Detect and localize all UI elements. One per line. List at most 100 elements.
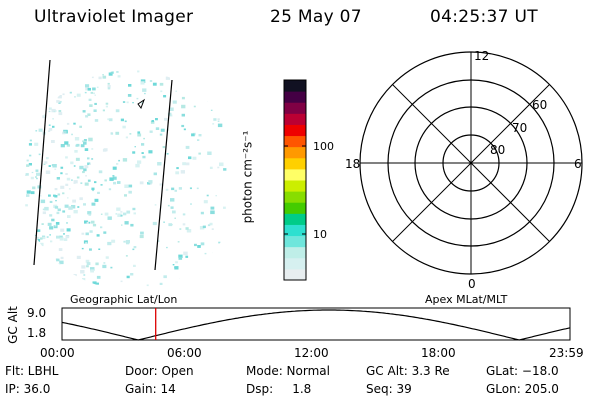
uv-speckle	[83, 168, 87, 172]
uv-speckle	[67, 215, 71, 218]
uv-speckle	[134, 146, 136, 148]
uv-speckle	[73, 165, 76, 167]
uv-speckle	[91, 187, 95, 191]
uv-speckle	[166, 246, 168, 249]
uv-speckle	[87, 179, 91, 182]
instrument-title: Ultraviolet Imager	[34, 7, 194, 27]
info-glat: GLat: −18.0	[486, 364, 559, 378]
uv-speckle	[182, 162, 186, 166]
uv-speckle	[199, 226, 205, 230]
uv-speckle	[140, 231, 144, 235]
uv-speckle	[59, 100, 62, 103]
uv-speckle	[42, 211, 46, 215]
uv-speckle	[83, 141, 87, 145]
uv-speckle	[116, 207, 121, 211]
uv-speckle	[104, 179, 107, 182]
uv-speckle	[97, 191, 100, 194]
uv-speckle	[180, 170, 185, 174]
uv-speckle	[217, 120, 220, 122]
uv-speckle	[182, 213, 186, 216]
uv-speckle	[57, 90, 60, 93]
uv-speckle	[25, 85, 29, 88]
uv-speckle	[143, 137, 145, 140]
uv-speckle	[66, 122, 70, 125]
uv-speckle	[49, 200, 53, 203]
uv-speckle	[66, 144, 70, 147]
uv-speckle	[38, 153, 41, 156]
uv-speckle	[166, 153, 169, 155]
uv-speckle	[112, 175, 115, 177]
uv-speckle	[108, 188, 112, 191]
uv-speckle	[140, 81, 145, 85]
uv-speckle	[80, 270, 85, 274]
uv-speckle	[207, 224, 211, 227]
uv-speckle	[210, 206, 215, 210]
uv-speckle	[139, 181, 144, 185]
uv-speckle	[65, 156, 68, 159]
uv-speckle	[84, 91, 87, 94]
uv-speckle	[74, 137, 80, 141]
uv-speckle	[115, 109, 120, 113]
uv-speckle	[107, 82, 110, 85]
uv-speckle	[179, 228, 182, 230]
boundary-line-right	[154, 79, 173, 271]
uv-speckle	[80, 144, 85, 148]
uv-speckle	[85, 242, 88, 244]
uv-speckle	[122, 125, 126, 129]
uv-speckle	[72, 199, 76, 203]
uv-speckle	[98, 170, 103, 174]
uv-speckle	[85, 175, 87, 177]
uv-speckle	[81, 232, 85, 235]
uv-speckle	[73, 210, 78, 214]
uv-speckle	[96, 86, 99, 88]
uv-speckle	[102, 148, 107, 152]
uv-speckle	[56, 100, 60, 103]
info-dsp: Dsp: 1.8	[246, 382, 312, 396]
uv-speckle	[91, 148, 94, 150]
uv-speckle	[37, 254, 42, 257]
uv-speckle	[39, 98, 42, 101]
uv-speckle	[178, 187, 182, 190]
timeline-left-caption: Geographic Lat/Lon	[70, 293, 178, 306]
timeline-frame	[61, 307, 571, 341]
uv-speckle	[124, 221, 129, 225]
uv-speckle	[210, 210, 215, 215]
uv-speckle	[163, 221, 165, 223]
uv-speckle	[44, 161, 48, 164]
uv-speckle	[71, 133, 73, 136]
uv-speckle	[49, 266, 54, 270]
uv-speckle	[136, 97, 139, 100]
uv-speckle	[92, 281, 97, 285]
uv-speckle	[57, 263, 61, 266]
uv-speckle	[181, 113, 185, 117]
uv-speckle	[207, 100, 210, 102]
uv-speckle	[196, 187, 199, 190]
uv-speckle	[215, 195, 217, 197]
uv-speckle	[73, 81, 77, 83]
uv-speckle	[190, 203, 192, 205]
uv-speckle	[221, 104, 226, 108]
uv-speckle	[212, 123, 215, 125]
uv-speckle	[63, 238, 68, 241]
uv-speckle	[146, 284, 149, 287]
uv-speckle	[150, 121, 155, 124]
uv-speckle	[168, 223, 173, 227]
uv-speckle	[141, 143, 145, 146]
uv-speckle	[65, 183, 69, 186]
uv-speckle	[85, 115, 89, 118]
uv-speckle	[96, 282, 99, 285]
uv-speckle	[139, 234, 144, 239]
uv-speckle	[130, 273, 134, 276]
uv-speckle	[27, 259, 30, 262]
uv-speckle	[130, 223, 134, 227]
uv-speckle	[40, 269, 46, 273]
uv-speckle	[60, 256, 64, 260]
uv-speckle	[185, 82, 188, 84]
mlt-label-12: 12	[474, 49, 489, 63]
uv-speckle	[46, 236, 49, 238]
info-ip: IP: 36.0	[5, 382, 51, 396]
uv-speckle	[132, 207, 136, 211]
uv-speckle	[91, 70, 94, 74]
uv-speckle	[137, 160, 142, 164]
uv-speckle	[117, 181, 121, 184]
